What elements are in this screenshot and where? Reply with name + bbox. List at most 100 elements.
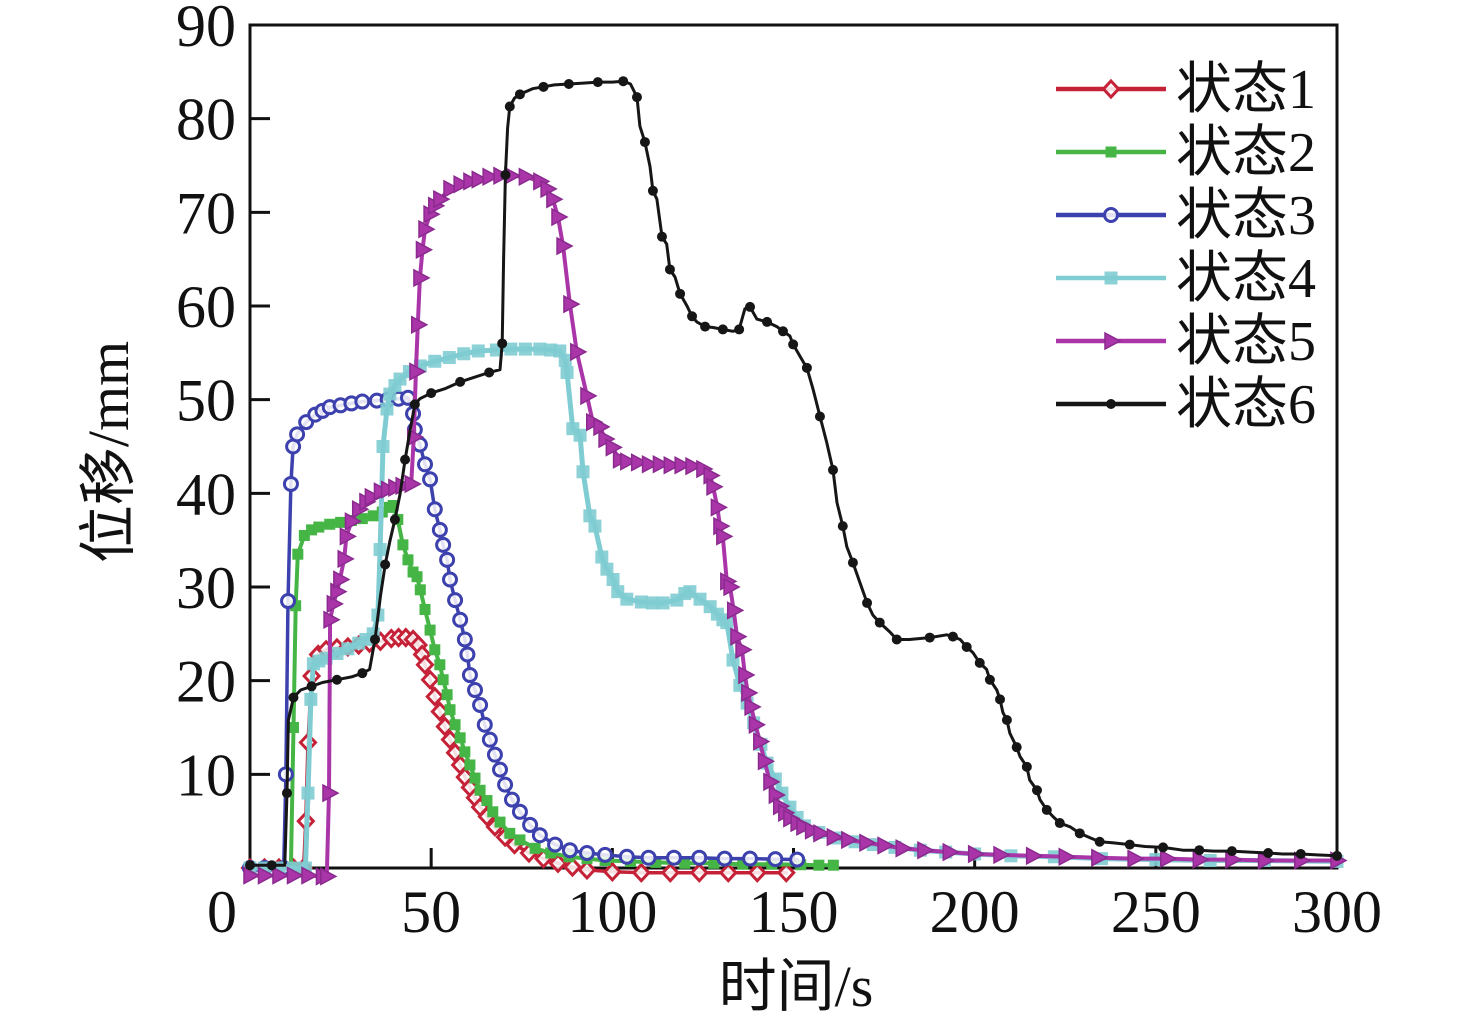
series-marker-状态6 (504, 101, 515, 112)
series-marker-状态6 (618, 76, 629, 87)
y-tick-label-10: 10 (176, 742, 236, 808)
series-marker-状态6 (1041, 804, 1052, 815)
series-marker-状态6 (331, 674, 342, 685)
series-marker-状态5 (877, 836, 895, 855)
series-marker-状态2 (737, 858, 749, 870)
legend-label-状态6: 状态6 (1176, 374, 1316, 436)
series-marker-状态4 (588, 519, 602, 533)
series-marker-状态5 (1159, 849, 1178, 868)
series-marker-状态6 (995, 694, 1006, 705)
series-marker-状态5 (556, 236, 574, 256)
series-marker-状态6 (592, 77, 603, 88)
legend-marker-状态6 (1106, 399, 1116, 409)
series-marker-状态5 (804, 821, 823, 840)
series-marker-状态5 (320, 867, 338, 886)
series-line-状态3 (248, 396, 799, 870)
series-marker-状态5 (272, 866, 290, 885)
series-marker-状态2 (494, 816, 506, 828)
series-marker-状态2 (650, 856, 662, 868)
series-marker-状态6 (762, 316, 773, 327)
series-marker-状态5 (917, 840, 935, 860)
series-marker-状态5 (1192, 850, 1210, 869)
series-marker-状态3 (472, 697, 489, 714)
series-marker-状态5 (570, 342, 588, 362)
series-marker-状态3 (742, 850, 759, 867)
origin-label: 0 (207, 879, 237, 945)
series-marker-状态5 (518, 167, 536, 186)
series-marker-状态3 (280, 593, 297, 610)
series-marker-状态6 (563, 79, 574, 90)
series-marker-状态6 (656, 231, 667, 242)
series-marker-状态6 (984, 674, 995, 685)
series-marker-状态6 (847, 557, 858, 568)
series-marker-状态5 (859, 833, 877, 852)
series-marker-状态4 (330, 647, 344, 661)
series-marker-状态4 (504, 342, 518, 356)
x-tick-label-50: 50 (401, 879, 461, 945)
series-marker-状态2 (313, 521, 325, 533)
series-marker-状态2 (474, 784, 486, 796)
y-tick-label-60: 60 (176, 274, 236, 340)
series-marker-状态3 (618, 848, 635, 865)
series-marker-状态5 (895, 839, 913, 858)
series-marker-状态4 (373, 543, 387, 557)
series-marker-状态2 (827, 859, 839, 871)
series-marker-状态3 (442, 571, 459, 588)
series-marker-状态4 (576, 465, 590, 479)
series-marker-状态5 (796, 817, 814, 837)
series-marker-状态4 (656, 596, 670, 610)
series-marker-状态3 (767, 851, 784, 868)
series-marker-状态5 (301, 866, 319, 885)
series-marker-状态6 (862, 597, 873, 608)
series-marker-状态6 (389, 514, 400, 525)
series-marker-状态6 (647, 185, 658, 196)
series-marker-状态4 (620, 592, 634, 606)
series-marker-状态5 (942, 842, 960, 862)
series-marker-状态5 (967, 844, 986, 864)
series-marker-状态4 (304, 692, 318, 706)
series-marker-状态6 (874, 617, 885, 628)
legend-label-状态3: 状态3 (1176, 185, 1316, 247)
series-marker-状态3 (459, 646, 476, 663)
series-marker-状态3 (461, 667, 478, 684)
series-marker-状态3 (665, 849, 682, 866)
series-marker-状态5 (753, 732, 771, 751)
series-marker-状态2 (335, 516, 347, 528)
series-marker-状态5 (630, 453, 649, 472)
series-marker-状态2 (437, 674, 449, 686)
series-marker-状态3 (467, 682, 484, 699)
series-marker-状态2 (419, 603, 431, 615)
y-tick-label-20: 20 (176, 649, 236, 715)
series-marker-状态6 (1021, 761, 1032, 772)
series-marker-状态2 (287, 722, 299, 733)
series-marker-状态5 (337, 549, 355, 569)
series-marker-状态2 (424, 624, 436, 636)
series-marker-状态1 (420, 669, 440, 690)
x-tick-label-200: 200 (930, 879, 1020, 945)
legend-marker-状态5 (1104, 331, 1122, 351)
series-marker-状态4 (683, 585, 697, 599)
series-marker-状态2 (449, 719, 461, 731)
series-marker-状态5 (748, 715, 767, 734)
series-marker-状态5 (738, 665, 756, 685)
series-marker-状态4 (720, 616, 734, 630)
series-marker-状态5 (716, 527, 734, 546)
series-marker-状态3 (497, 776, 514, 793)
series-marker-状态2 (444, 704, 456, 716)
series-marker-状态5 (322, 783, 340, 803)
series-marker-状态5 (663, 455, 681, 475)
series-marker-状态2 (441, 689, 453, 701)
series-marker-状态5 (730, 627, 748, 646)
series-marker-状态5 (243, 866, 261, 885)
series-marker-状态2 (545, 847, 557, 859)
series-marker-状态6 (1124, 839, 1135, 850)
legend-label-状态4: 状态4 (1176, 248, 1316, 310)
series-marker-状态4 (442, 351, 456, 365)
series-marker-状态6 (745, 301, 756, 312)
y-tick-label-80: 80 (176, 87, 236, 153)
series-marker-状态5 (364, 487, 382, 507)
series-marker-状态4 (341, 642, 355, 656)
series-marker-状态3 (503, 791, 520, 808)
series-marker-状态2 (402, 554, 414, 566)
